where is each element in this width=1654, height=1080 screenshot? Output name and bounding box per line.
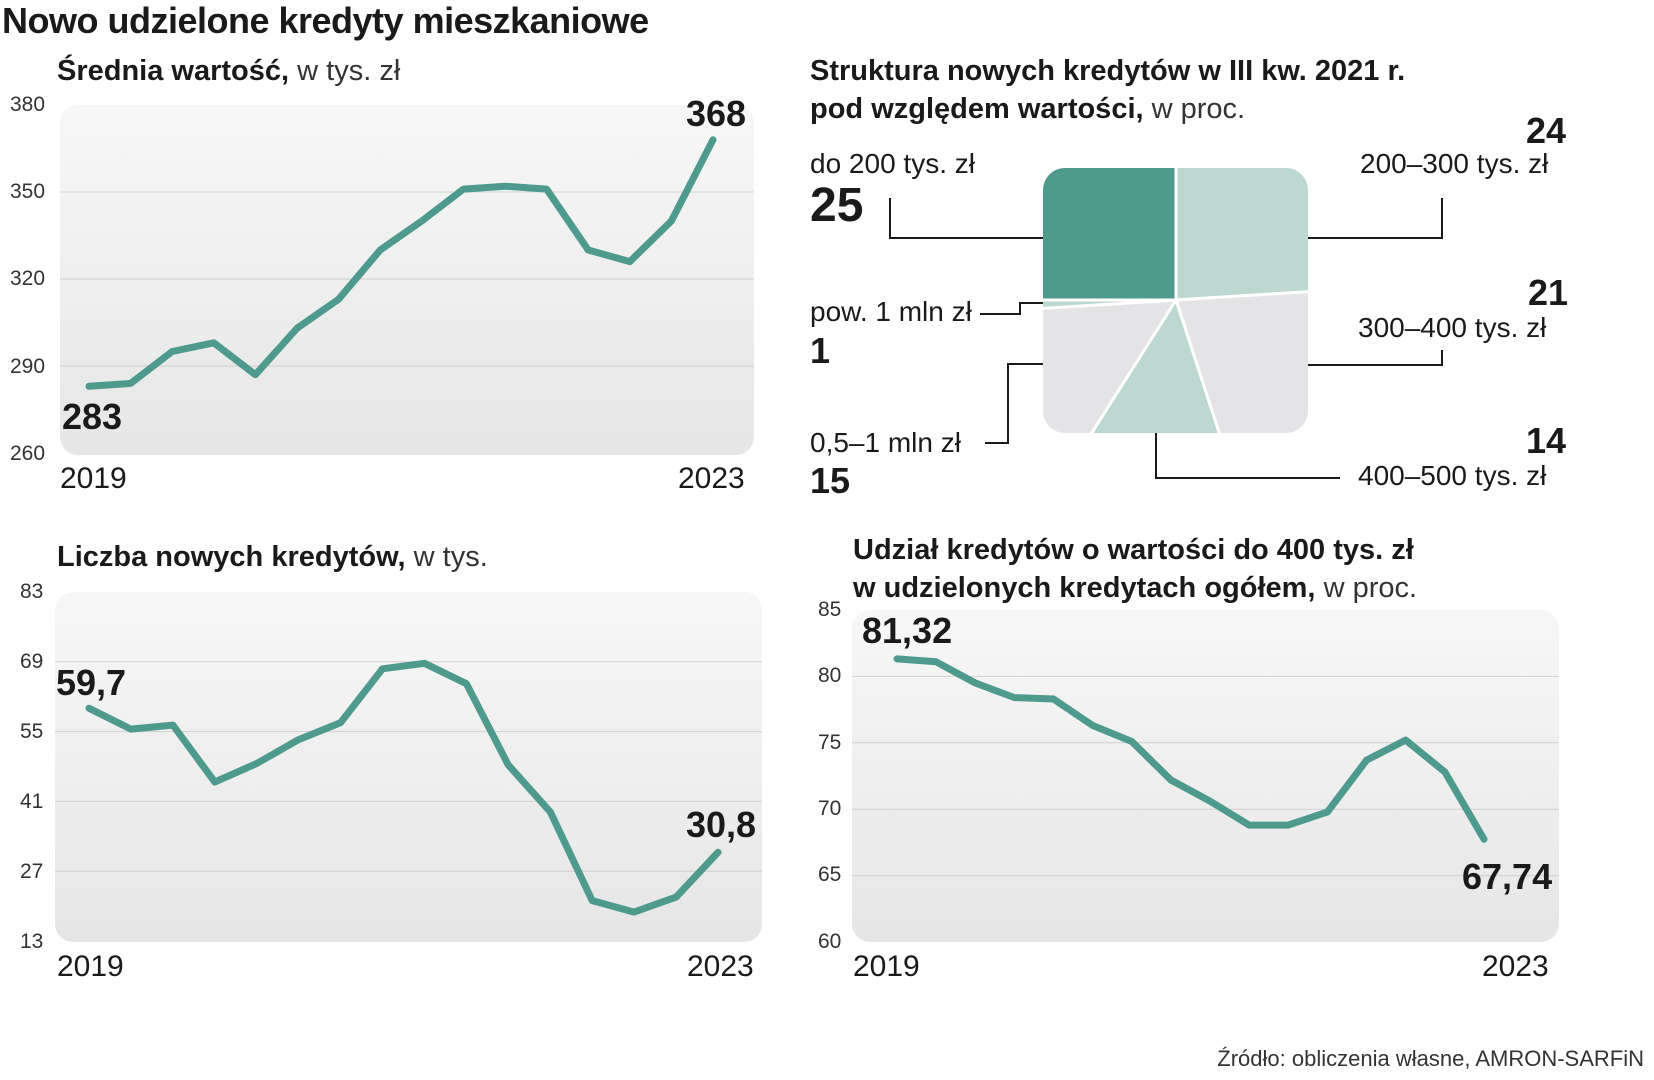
chart2-title-line1: Struktura nowych kredytów w III kw. 2021… [810,55,1406,87]
chart1-ytick: 350 [10,180,46,203]
chart1-x-end: 2023 [678,462,745,495]
main-title: Nowo udzielone kredyty mieszkaniowe [2,0,649,41]
pie-label-300-400: 300–400 tys. zł [1358,312,1547,343]
leader-pow-1mln [980,302,1043,315]
pie-label-do-200: do 200 tys. zł [810,148,975,179]
leader-do-200 [889,198,1043,239]
pie-label-05-1mln: 0,5–1 mln zł [810,427,961,458]
chart3-last-value: 30,8 [686,804,757,845]
leader-05-1mln [985,363,1043,444]
chart1-panel [60,105,754,455]
chart4-first-value: 81,32 [862,610,953,651]
pie-value-do-200: 25 [810,179,864,232]
pie-slice-05-1mln [1043,298,1179,433]
chart4-ytick: 70 [818,797,842,820]
pie-value-300-400: 21 [1528,272,1569,313]
chart4-plot [852,610,1559,942]
chart4-last-value: 67,74 [1462,856,1553,897]
chart3-ytick: 83 [20,580,44,603]
chart3-panel [55,592,762,942]
chart4-ytick: 75 [818,731,842,754]
chart4-x-end: 2023 [1482,950,1549,983]
chart4-ytick: 65 [818,863,842,886]
chart4-x-start: 2019 [853,950,920,983]
chart3-x-start: 2019 [57,950,124,983]
chart2-title-line2: pod względem wartości, [810,93,1144,125]
chart3-ytick: 69 [20,650,44,673]
chart3-title-main: Liczba nowych kredytów, [57,541,406,573]
pie-value-400-500: 14 [1526,420,1567,461]
chart1-unit: w tys. zł [297,55,401,87]
chart1-title: Średnia wartość, w tys. zł [57,52,400,90]
chart4-title-line2: w udzielonych kredytach ogółem, [853,572,1316,604]
chart2-plot [889,168,1443,479]
chart1-first-value: 283 [62,396,123,437]
chart1-ytick: 260 [10,442,46,465]
chart4-series-line [893,655,1488,843]
chart3-x-end: 2023 [687,950,754,983]
chart3-ytick: 55 [20,720,44,743]
pie-slice-do-200 [1043,168,1178,302]
chart1-ytick: 380 [10,93,46,116]
pie-slice-pow-1mln [1043,298,1177,322]
chart4-ytick: 85 [818,598,842,621]
chart1-title-main: Średnia wartość, [57,55,290,87]
chart4-ytick: 80 [818,664,842,687]
pie-slice-300-400 [1173,278,1308,433]
chart1-plot [60,105,754,455]
chart4-title: Udział kredytów o wartości do 400 tys. z… [853,531,1417,607]
leader-200-300 [1308,198,1443,239]
chart2-unit: w proc. [1151,93,1246,125]
pie-label-pow-1mln: pow. 1 mln zł [810,296,972,327]
chart1-ytick: 290 [10,355,46,378]
pie-value-200-300: 24 [1526,110,1567,151]
pie-value-05-1mln: 15 [810,460,851,501]
chart1-last-value: 368 [686,93,747,134]
chart3-plot [55,592,762,942]
chart2-title: Struktura nowych kredytów w III kw. 2021… [810,52,1405,128]
leader-400-500 [1155,433,1340,479]
chart3-ytick: 27 [20,860,44,883]
chart1-ytick: 320 [10,267,46,290]
pie-label-200-300: 200–300 tys. zł [1360,148,1549,179]
pie-value-pow-1mln: 1 [810,330,831,371]
chart3-unit: w tys. [413,541,488,573]
chart4-ytick: 60 [818,930,842,953]
leader-300-400 [1308,350,1443,366]
chart3-series-line [85,659,722,916]
pie-label-400-500: 400–500 tys. zł [1358,460,1547,491]
chart3-title: Liczba nowych kredytów, w tys. [57,538,488,576]
source-note: Źródło: obliczenia własne, AMRON-SARFiN [1217,1046,1644,1071]
chart4-panel [852,610,1559,942]
pie-slice-200-300 [1174,168,1308,302]
chart1-series-line [85,136,717,390]
chart3-first-value: 59,7 [56,662,127,703]
chart3-ytick: 13 [20,930,44,953]
chart4-unit: w proc. [1323,572,1418,604]
chart4-title-line1: Udział kredytów o wartości do 400 tys. z… [853,534,1414,566]
chart3-ytick: 41 [20,790,44,813]
chart1-x-start: 2019 [60,462,127,495]
